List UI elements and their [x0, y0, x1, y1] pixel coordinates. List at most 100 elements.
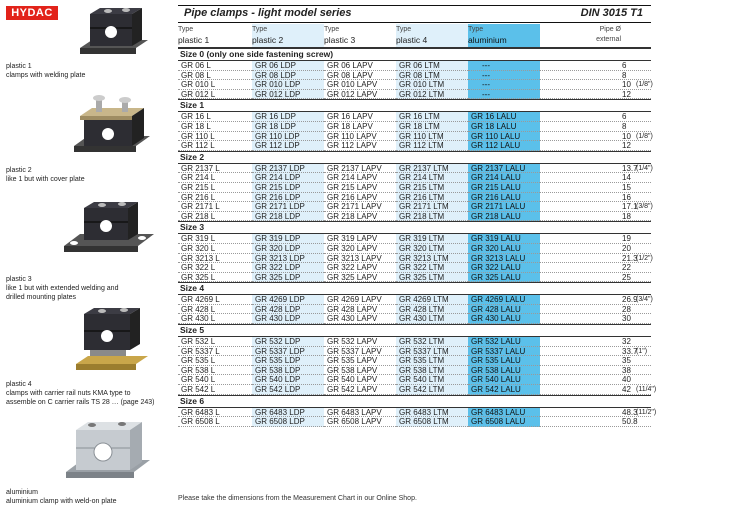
table-cell: GR 06 LDP [252, 61, 324, 71]
table-cell: GR 215 LTM [396, 182, 468, 193]
table-cell: GR 012 LDP [252, 89, 324, 100]
table-cell: GR 542 LDP [252, 385, 324, 395]
table-cell: GR 218 LALU [468, 211, 540, 222]
table-cell: GR 6483 LAPV [324, 408, 396, 418]
pipe-diameter-cell: 25 [540, 273, 651, 283]
table-cell: GR 428 LALU [468, 304, 540, 315]
table-cell: GR 5337 L [178, 347, 252, 357]
table-cell: GR 215 LDP [252, 182, 324, 193]
table-cell: GR 010 LTM [396, 80, 468, 90]
pipe-inch-size: (11/2") [636, 408, 657, 416]
table-cell: GR 319 LDP [252, 234, 324, 244]
table-row: GR 3213 L GR 3213 LDP GR 3213 LAPV GR 3213 … [178, 253, 653, 264]
pipe-inch-size: (1") [636, 347, 648, 355]
pipe-diameter-value: 10 [622, 80, 631, 90]
table-cell: GR 325 LDP [252, 272, 324, 283]
pipe-diameter-value: 38 [622, 365, 631, 375]
pipe-diameter-cell: 14 [540, 173, 651, 183]
table-row: GR 18 L GR 18 LDP GR 18 LAPV GR 18 LTM GR 18… [178, 121, 651, 132]
table-cell: GR 322 LDP [252, 263, 324, 273]
table-cell: GR 535 LALU [468, 356, 540, 366]
page-header: Pipe clamps - light model series DIN 301… [178, 5, 651, 23]
pipe-diameter-value: 17.1 [622, 202, 638, 212]
table-cell: GR 214 LAPV [324, 173, 396, 183]
pipe-diameter-cell: 40 [540, 375, 651, 386]
table-cell: GR 2137 LDP [252, 163, 324, 174]
table-row: GR 532 L GR 532 LDP GR 532 LAPV GR 532 LTM G… [178, 337, 651, 347]
size-group-header: Size 1 [178, 99, 651, 113]
table-cell: GR 06 LAPV [324, 61, 396, 71]
table-row: GR 010 L GR 010 LDP GR 010 LAPV GR 010 LTM -… [178, 80, 653, 90]
table-cell: GR 216 LDP [252, 192, 324, 203]
clamp-table: Type plastic 1 Type plastic 2 Type plastic … [178, 24, 656, 427]
table-cell: GR 4269 LTM [396, 295, 468, 305]
table-row: GR 216 L GR 216 LDP GR 216 LAPV GR 216 LTM G… [178, 192, 651, 203]
table-cell: GR 428 LTM [396, 304, 468, 315]
table-cell: GR 322 L [178, 263, 252, 273]
pipe-diameter-cell: 38 [540, 366, 651, 376]
pipe-diameter-value: 40 [622, 375, 631, 385]
table-cell: GR 2171 LALU [468, 202, 540, 212]
page-title: Pipe clamps - light model series [184, 7, 352, 19]
table-row: GR 540 L GR 540 LDP GR 540 LAPV GR 540 LTM G… [178, 375, 651, 386]
table-row: GR 428 L GR 428 LDP GR 428 LAPV GR 428 LTM G… [178, 304, 651, 315]
table-cell: GR 325 LTM [396, 272, 468, 283]
table-cell: GR 112 LAPV [324, 141, 396, 151]
table-row: GR 214 L GR 214 LDP GR 214 LAPV GR 214 LTM G… [178, 173, 651, 183]
table-row: GR 6483 L GR 6483 LDP GR 6483 LAPV GR 6483 … [178, 407, 656, 418]
table-cell: GR 540 LALU [468, 375, 540, 386]
table-cell: GR 542 L [178, 385, 252, 395]
table-row: GR 430 L GR 430 LDP GR 430 LAPV GR 430 LTM G… [178, 314, 651, 325]
pipe-diameter-cell: 12 [540, 141, 651, 151]
table-cell: --- [468, 70, 540, 81]
table-row: GR 06 L GR 06 LDP GR 06 LAPV GR 06 LTM --- 6 [178, 61, 651, 71]
table-cell: GR 320 L [178, 244, 252, 254]
table-row: GR 320 L GR 320 LDP GR 320 LAPV GR 320 LTM G… [178, 243, 651, 254]
table-cell: GR 2171 L [178, 202, 252, 212]
footnote: Please take the dimensions from the Meas… [178, 495, 417, 502]
table-cell: GR 012 LTM [396, 89, 468, 100]
table-cell: GR 6483 LTM [396, 407, 468, 418]
pipe-diameter-value: 16 [622, 192, 631, 202]
table-cell: GR 08 LTM [396, 70, 468, 81]
pipe-diameter-value: 10 [622, 131, 631, 141]
pipe-diameter-value: 6 [622, 61, 627, 70]
table-cell: --- [468, 89, 540, 100]
table-cell: GR 2137 LTM [396, 163, 468, 174]
size-group-header: Size 4 [178, 282, 651, 296]
table-cell: GR 5337 LALU [468, 346, 540, 357]
pipe-diameter-cell: 20 [540, 244, 651, 254]
table-cell: GR 538 LALU [468, 365, 540, 376]
table-cell: GR 6508 LDP [252, 417, 324, 427]
pipe-diameter-cell: 6 [540, 112, 651, 122]
table-cell: GR 6508 LALU [468, 417, 540, 427]
table-cell: GR 428 L [178, 305, 252, 315]
hydac-logo: HYDAC [6, 6, 58, 20]
table-row: GR 325 L GR 325 LDP GR 325 LAPV GR 325 LTM G… [178, 272, 651, 283]
table-cell: GR 08 LDP [252, 70, 324, 81]
table-cell: GR 214 LTM [396, 173, 468, 183]
size-group-header: Size 3 [178, 221, 651, 235]
table-cell: GR 2137 LALU [468, 163, 540, 174]
table-cell: GR 319 L [178, 234, 252, 244]
table-row: GR 5337 L GR 5337 LDP GR 5337 LAPV GR 5337 … [178, 346, 651, 357]
pipe-diameter-value: 42 [622, 385, 631, 395]
table-row: GR 2137 L GR 2137 LDP GR 2137 LAPV GR 2137 … [178, 163, 653, 174]
table-cell: GR 542 LAPV [324, 385, 396, 395]
pipe-diameter-cell: 19 [540, 234, 651, 244]
table-cell: GR 6483 LDP [252, 407, 324, 418]
pipe-inch-size: (3/4") [636, 296, 653, 304]
pipe-diameter-value: 15 [622, 182, 631, 192]
pipe-diameter-value: 14 [622, 173, 631, 183]
table-cell: GR 430 LTM [396, 314, 468, 325]
pipe-diameter-cell: 12 [540, 90, 651, 100]
col-header-plastic-3: Type plastic 3 [324, 26, 356, 45]
table-cell: GR 16 LALU [468, 112, 540, 122]
table-cell: GR 218 LTM [396, 211, 468, 222]
table-cell: GR 538 L [178, 366, 252, 376]
table-cell: GR 538 LDP [252, 365, 324, 376]
table-cell: GR 319 LAPV [324, 234, 396, 244]
table-cell: GR 18 LALU [468, 121, 540, 132]
col-header-plastic-4: Type plastic 4 [396, 24, 468, 47]
